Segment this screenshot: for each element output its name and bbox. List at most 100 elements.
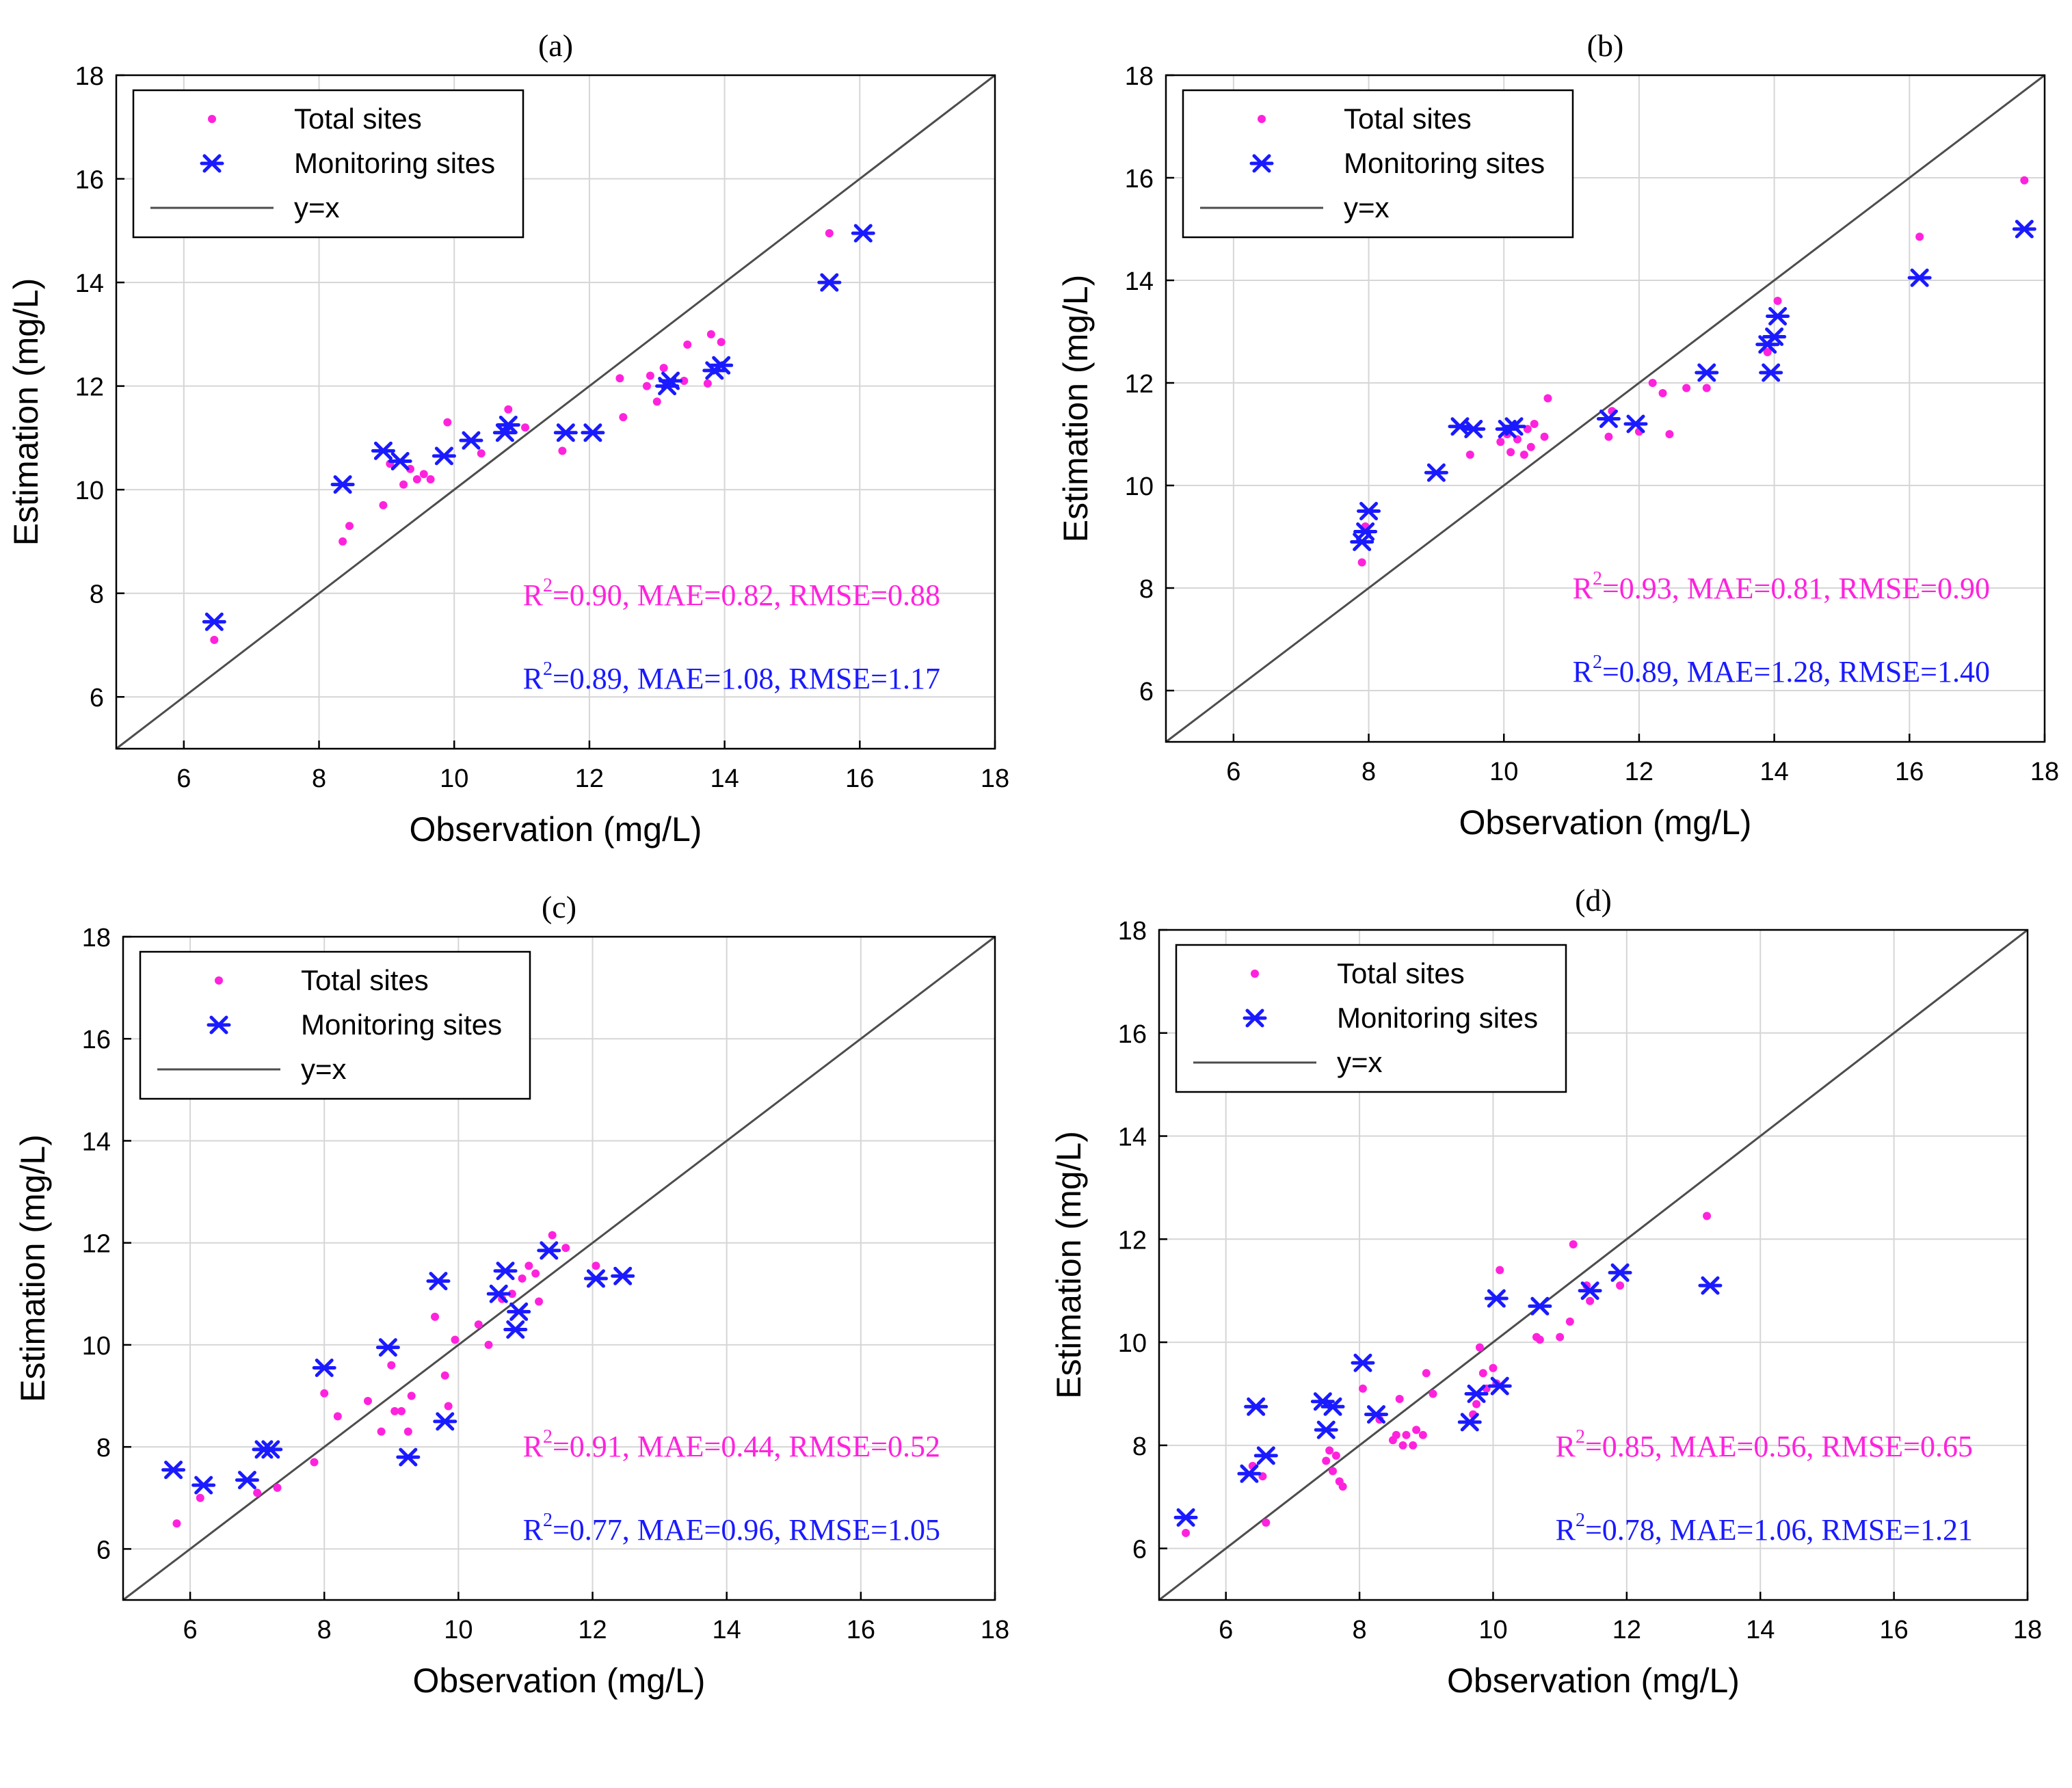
y-tick-label: 10 (1125, 472, 1154, 501)
subplot-c: 6 8 10 12 14 16 18 6 8 10 12 14 16 18 (c) Observation (… (14, 890, 1009, 1700)
total-site-point (659, 364, 668, 373)
y-tick-label: 14 (1118, 1123, 1147, 1152)
monitoring-site-point (235, 1471, 259, 1490)
total-site-point (474, 1320, 483, 1329)
total-site-point (1475, 1343, 1484, 1352)
monitoring-site-point (1623, 414, 1648, 433)
y-tick-label: 10 (82, 1332, 111, 1361)
total-site-point (1395, 1395, 1404, 1403)
total-site-point (1703, 1212, 1712, 1220)
y-tick-label: 12 (75, 373, 104, 402)
monitoring-site-point (553, 423, 578, 442)
total-site-point (1392, 1430, 1400, 1439)
total-site-point (253, 1489, 262, 1497)
x-tick-label: 18 (981, 764, 1009, 793)
monitoring-site-point (1502, 417, 1526, 436)
total-site-point (363, 1397, 372, 1405)
monitoring-site-point (1907, 268, 1932, 287)
total-site-point (390, 1406, 399, 1415)
total-site-point (642, 382, 651, 390)
monitoring-site-point (496, 415, 520, 434)
legend-asterisk-icon (207, 1015, 231, 1035)
total-site-point (403, 1427, 412, 1436)
total-site-point (1530, 420, 1539, 428)
total-site-point (1540, 432, 1549, 441)
y-equals-x-line (122, 935, 996, 1601)
total-site-point (196, 1493, 204, 1502)
x-tick-label: 14 (1759, 758, 1788, 786)
legend-label: Monitoring sites (294, 147, 495, 179)
total-site-point (1543, 394, 1552, 403)
total-site-point (1412, 1426, 1421, 1435)
subplot-title: (c) (542, 890, 576, 924)
total-site-point (1565, 1317, 1574, 1326)
monitoring-site-point (1762, 328, 1787, 346)
total-site-point (1506, 448, 1515, 457)
stats-annotation: R2=0.93, MAE=0.81, RMSE=0.90 (1573, 568, 1990, 605)
y-tick-label: 14 (82, 1127, 111, 1156)
total-site-point (2020, 176, 2029, 185)
total-site-point (443, 418, 452, 427)
y-axis-label: Estimation (mg/L) (7, 278, 45, 546)
y-tick-label: 14 (1125, 267, 1154, 296)
monitoring-site-point (161, 1460, 186, 1480)
y-tick-label: 8 (1139, 575, 1154, 604)
total-site-point (1338, 1482, 1347, 1491)
total-site-point (1648, 379, 1657, 387)
monitoring-site-point (1698, 1276, 1723, 1295)
x-tick-label: 16 (845, 764, 874, 793)
total-site-point (646, 371, 654, 380)
total-site-point (1658, 389, 1667, 397)
axes-frame (115, 74, 996, 750)
y-tick-label: 8 (96, 1434, 111, 1463)
subplot-d: 6 8 10 12 14 16 18 6 8 10 12 14 16 18 (d) Observation (… (1050, 883, 2042, 1700)
legend-label: Monitoring sites (301, 1009, 502, 1041)
total-site-point (210, 635, 219, 644)
y-tick-label: 16 (82, 1026, 111, 1054)
total-site-point (717, 338, 726, 347)
x-tick-label: 14 (713, 1616, 741, 1644)
monitoring-site-point (537, 1241, 561, 1260)
total-site-point (1262, 1518, 1271, 1527)
total-site-point (477, 449, 486, 458)
x-tick-label: 18 (981, 1616, 1009, 1644)
legend: Total sites Monitoring sites y=x (132, 89, 524, 239)
total-site-point (507, 1290, 516, 1298)
monitoring-site-point (258, 1440, 283, 1459)
monitoring-site-point (191, 1476, 216, 1495)
y-tick-label: 18 (1125, 62, 1154, 91)
total-site-point (399, 480, 408, 489)
legend-dot-icon (208, 115, 216, 123)
monitoring-site-point (1350, 533, 1374, 551)
legend-box (1175, 944, 1567, 1093)
total-site-point (706, 330, 715, 338)
monitoring-site-point (817, 273, 842, 292)
x-tick-label: 8 (317, 1616, 332, 1644)
y-tick-label: 6 (1132, 1536, 1147, 1564)
monitoring-site-point (1253, 1446, 1278, 1465)
legend-label: Total sites (1344, 103, 1472, 135)
x-tick-label: 10 (440, 764, 468, 793)
stats-annotation: R2=0.89, MAE=1.28, RMSE=1.40 (1573, 652, 1990, 689)
legend-label: Total sites (294, 103, 422, 135)
total-site-point (615, 374, 624, 383)
total-site-point (419, 470, 428, 479)
monitoring-site-point (1484, 1289, 1509, 1308)
y-tick-label: 18 (82, 924, 111, 952)
total-site-point (1422, 1369, 1431, 1378)
monitoring-site-point (583, 1269, 608, 1288)
total-site-point (1409, 1441, 1418, 1450)
legend-label: y=x (1344, 191, 1390, 224)
total-site-point (521, 423, 530, 432)
monitoring-site-point (1314, 1420, 1338, 1439)
total-site-point (1398, 1441, 1407, 1450)
monitoring-site-point (1464, 1384, 1489, 1403)
y-equals-x-line (116, 74, 996, 750)
legend-label: y=x (1337, 1046, 1383, 1078)
total-site-point (1489, 1363, 1498, 1372)
monitoring-site-point (388, 451, 412, 470)
monitoring-site-point (1357, 502, 1381, 520)
total-sites-series (210, 229, 834, 644)
monitoring-site-point (1695, 363, 1719, 382)
